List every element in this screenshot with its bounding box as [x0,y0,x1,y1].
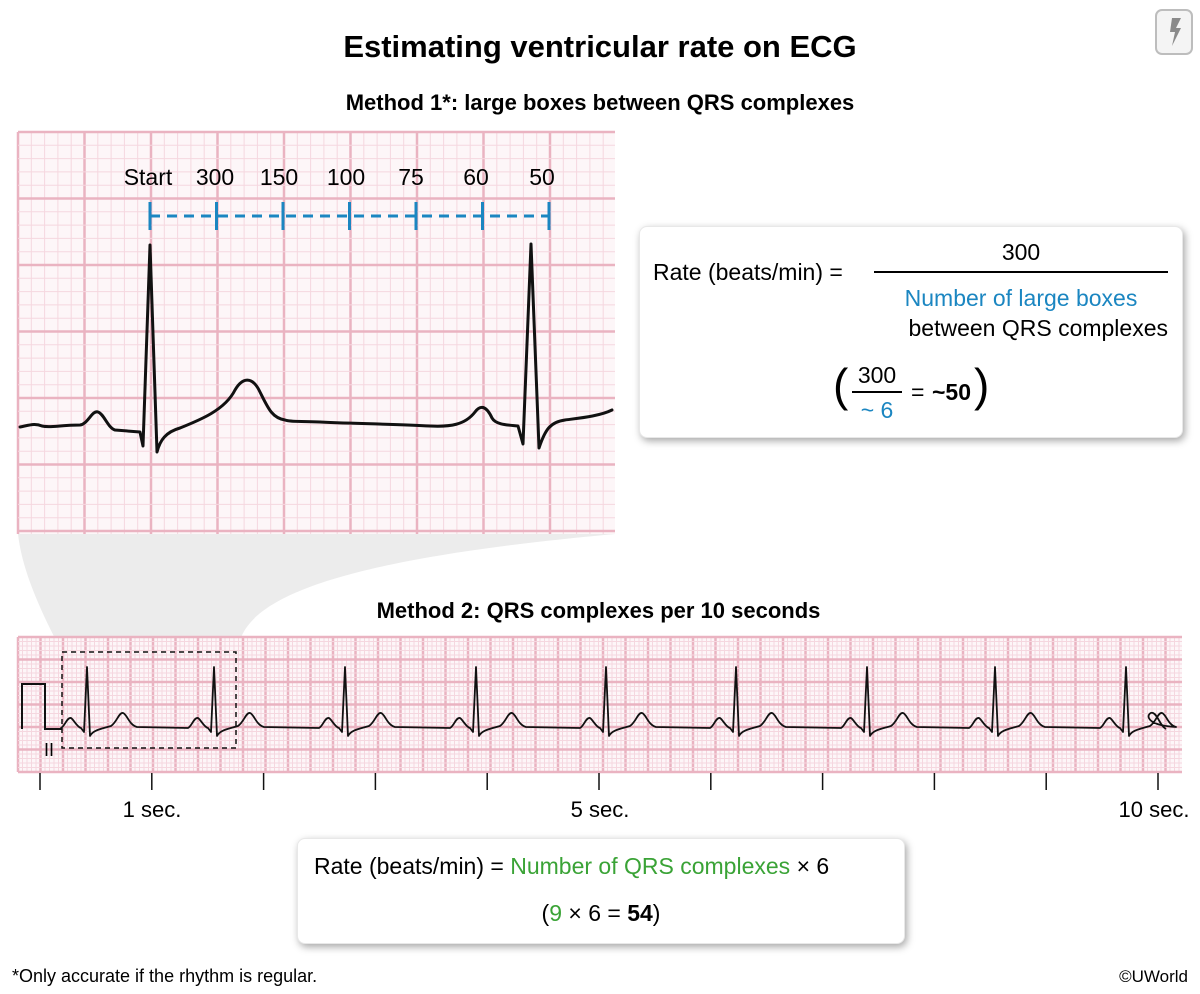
formula2-example: (9 × 6 = 54) [298,900,904,927]
close-paren: ) [974,359,990,411]
footnote: *Only accurate if the rhythm is regular. [12,966,318,986]
formula-denominator-2: between QRS complexes [908,315,1168,341]
calibration-pulse [21,683,62,730]
multiplier: × 6 [796,853,830,879]
large-box-count-ruler [148,202,551,230]
box-count-label: 60 [463,164,489,190]
method2-title: Method 2: QRS complexes per 10 seconds [376,598,821,623]
rate-label: Rate (beats/min) = [653,259,843,285]
box-count-labels: Start 300 150 100 75 60 50 [124,164,555,190]
formula2-line1: Rate (beats/min) = Number of QRS complex… [314,853,829,880]
page-title: Estimating ventricular rate on ECG [343,29,857,64]
example-count: 9 [549,900,562,926]
method2-formula-box: Rate (beats/min) = Number of QRS complex… [297,838,905,944]
method1-formula-box: Rate (beats/min) = 300 Number of large b… [639,226,1183,438]
formula-numerator: 300 [1001,239,1041,265]
example-open-paren: ( [541,900,550,926]
example-close-paren: ) [652,900,661,926]
example-result-2: 54 [627,900,653,926]
box-count-label: 75 [398,164,424,190]
time-axis [39,773,1159,790]
copyright: ©UWorld [1119,967,1188,986]
time-label-5s: 5 sec. [571,797,630,822]
box-count-label: 50 [529,164,555,190]
qrs-count-term: Number of QRS complexes [510,853,791,879]
example-operation: × 6 = [561,900,628,926]
ecg-trace-large [18,242,614,454]
box-count-label: 100 [327,164,365,190]
formula-denominator-1: Number of large boxes [904,285,1138,311]
box-count-label: 300 [196,164,234,190]
box-count-label: Start [124,164,173,190]
example-denominator: ~ 6 [860,397,894,423]
lead-label: II [44,740,54,760]
box-count-label: 150 [260,164,298,190]
large-ecg-grid [16,130,615,534]
example-numerator: 300 [857,362,897,388]
rhythm-strip-grid [16,635,1182,774]
method1-title: Method 1*: large boxes between QRS compl… [345,90,855,115]
rate-label-2: Rate (beats/min) = [314,853,504,879]
example-result: ~50 [932,379,972,405]
open-paren: ( [833,359,849,411]
example-fraction-bar [852,391,902,393]
time-label-10s: 10 sec. [1119,797,1190,822]
fraction-bar [874,271,1168,273]
lightning-icon[interactable] [1154,8,1196,56]
ecg-trace-strip [60,666,1177,737]
time-label-1s: 1 sec. [123,797,182,822]
example-equals: = [911,379,925,405]
